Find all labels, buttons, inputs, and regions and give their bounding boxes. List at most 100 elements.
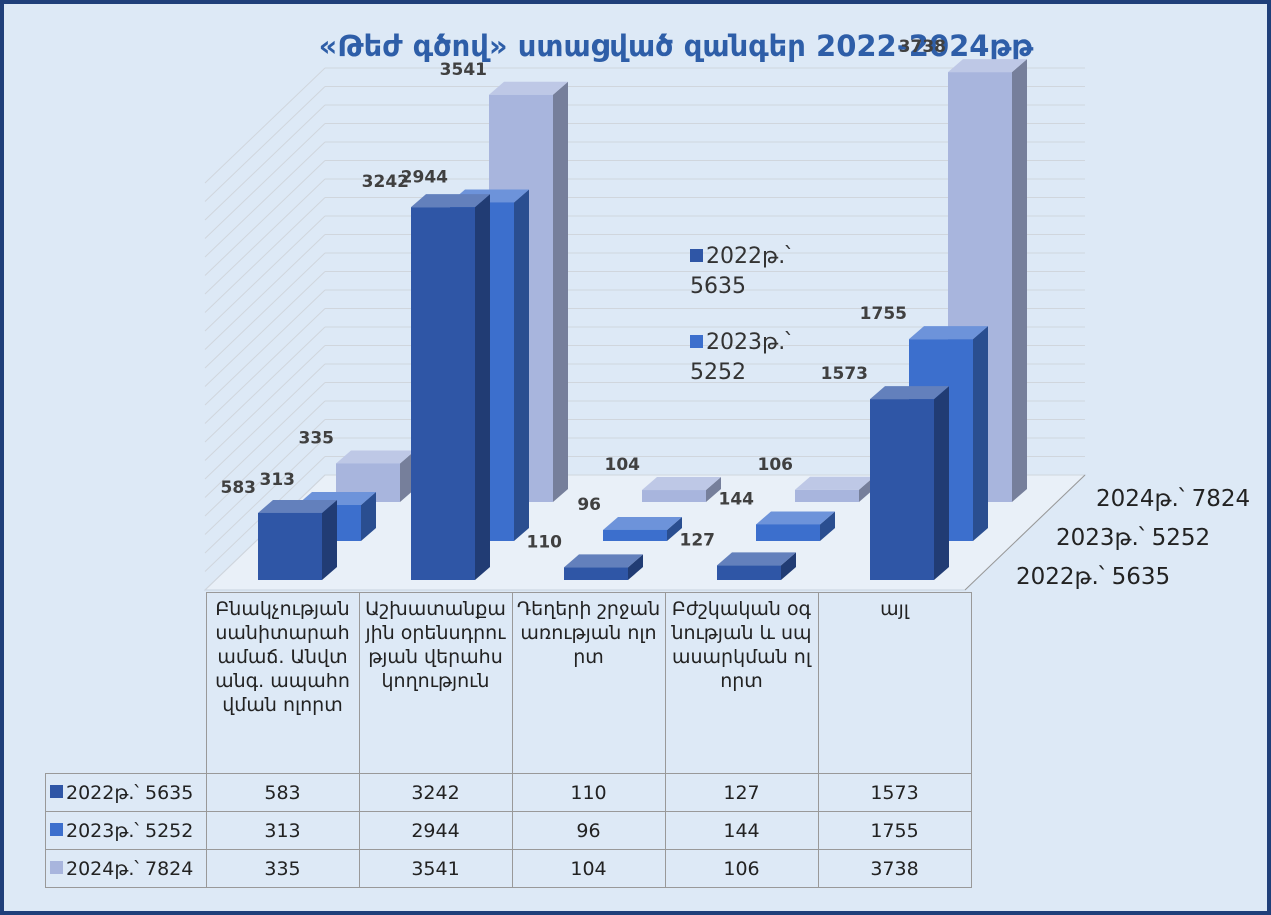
wall-line bbox=[204, 67, 326, 184]
bar bbox=[717, 565, 781, 580]
wall-line bbox=[204, 308, 326, 424]
bar bbox=[258, 512, 322, 580]
data-label: 3738 bbox=[899, 37, 946, 57]
bar-top bbox=[336, 450, 415, 464]
bar-top bbox=[717, 552, 796, 566]
table-value: 3242 bbox=[358, 773, 513, 812]
table-value: 335 bbox=[205, 849, 360, 888]
data-label: 3541 bbox=[440, 60, 487, 80]
wall-line bbox=[204, 271, 326, 387]
bar bbox=[756, 524, 820, 541]
table-series-name: 2023թ.՝ 5252 bbox=[45, 811, 207, 850]
table-value: 104 bbox=[511, 849, 666, 888]
table-value: 2944 bbox=[358, 811, 513, 850]
bar-top bbox=[948, 59, 1027, 73]
table-corner bbox=[45, 592, 207, 774]
table-value: 127 bbox=[664, 773, 819, 812]
bar-side bbox=[628, 554, 643, 580]
chart-title: «Թեժ գծով» ստացված զանգեր 2022-2024թթ bbox=[319, 29, 1034, 63]
wall-line bbox=[204, 382, 326, 498]
bar-side bbox=[322, 499, 337, 580]
table-value: 313 bbox=[205, 811, 360, 850]
bar-top bbox=[489, 81, 568, 95]
data-label: 96 bbox=[577, 495, 601, 515]
table-value: 110 bbox=[511, 773, 666, 812]
bar-top bbox=[642, 477, 721, 491]
bar-top bbox=[909, 326, 988, 340]
data-label: 3242 bbox=[362, 172, 409, 192]
data-label: 335 bbox=[299, 428, 335, 448]
bar-side bbox=[361, 492, 376, 541]
bar-top bbox=[870, 386, 949, 400]
category-label: Դեղերի շրջանառության ոլորտ bbox=[511, 592, 666, 774]
bar-top bbox=[795, 476, 874, 490]
bar-side bbox=[553, 81, 568, 502]
data-label: 110 bbox=[527, 532, 563, 552]
category-label: Աշխատանքային օրենսդրության վերահսկողությ… bbox=[358, 592, 513, 774]
table-row: 2022թ.՝ 5635 583 3242 110 127 1573 bbox=[45, 773, 972, 812]
wall-line bbox=[204, 178, 326, 295]
bar bbox=[603, 529, 667, 541]
bar-side bbox=[706, 477, 721, 502]
table-value: 3541 bbox=[358, 849, 513, 888]
wall-line bbox=[204, 419, 326, 535]
legend-label: 2022թ.՝ 5635 bbox=[690, 244, 791, 299]
bar-side bbox=[514, 189, 529, 541]
table-value: 3738 bbox=[817, 849, 972, 888]
table-value: 106 bbox=[664, 849, 819, 888]
wall-line bbox=[204, 141, 326, 258]
table-row: 2024թ.՝ 7824 335 3541 104 106 3738 bbox=[45, 849, 972, 888]
wall-line bbox=[204, 400, 326, 517]
data-label: 313 bbox=[260, 470, 296, 490]
wall-line bbox=[204, 234, 326, 350]
wall-line bbox=[204, 363, 326, 480]
legend-item: 2022թ.՝ 5635 bbox=[690, 242, 800, 302]
wall-line bbox=[204, 215, 326, 332]
depth-label: 2023թ.՝ 5252 bbox=[1056, 525, 1210, 551]
wall-line bbox=[204, 252, 326, 369]
wall-line bbox=[204, 326, 326, 443]
bar bbox=[564, 567, 628, 580]
data-table: Բնակչության սանիտարահամաճ. Անվտանգ. ապահ… bbox=[45, 592, 972, 888]
bar-side bbox=[781, 552, 796, 580]
series-name: 2022թ.՝ 5635 bbox=[66, 781, 194, 804]
bar bbox=[411, 207, 475, 581]
data-label: 106 bbox=[758, 455, 794, 475]
data-label: 144 bbox=[719, 489, 755, 509]
wall-line bbox=[204, 289, 326, 406]
wall-line bbox=[204, 123, 326, 239]
table-value: 96 bbox=[511, 811, 666, 850]
depth-label: 2024թ.՝ 7824 bbox=[1096, 486, 1250, 512]
bar-top bbox=[258, 499, 337, 513]
table-header-row: Բնակչության սանիտարահամաճ. Անվտանգ. ապահ… bbox=[45, 592, 972, 774]
wall-line bbox=[204, 104, 326, 221]
data-label: 127 bbox=[680, 530, 716, 550]
table-swatch bbox=[50, 784, 63, 798]
chart: «Թեժ գծով» ստացված զանգեր 2022-2024թթ 33… bbox=[203, 29, 1250, 591]
bar-top bbox=[603, 516, 682, 530]
bar-side bbox=[973, 326, 988, 541]
table-value: 1573 bbox=[817, 773, 972, 812]
bar-side bbox=[1012, 59, 1027, 502]
table-value: 583 bbox=[205, 773, 360, 812]
data-label: 2944 bbox=[401, 167, 448, 187]
legend-label: 2023թ.՝ 5252 bbox=[690, 330, 791, 385]
category-label: Բժշկական օգնության և սպասարկման ոլորտ bbox=[664, 592, 819, 774]
bar-side bbox=[475, 194, 490, 581]
wall-line bbox=[204, 197, 326, 313]
data-label: 1755 bbox=[860, 304, 907, 324]
bar bbox=[870, 399, 934, 580]
category-label: Բնակչության սանիտարահամաճ. Անվտանգ. ապահ… bbox=[205, 592, 360, 774]
series-name: 2024թ.՝ 7824 bbox=[66, 857, 194, 880]
bar-top bbox=[411, 194, 490, 208]
data-label: 583 bbox=[221, 478, 257, 498]
bar bbox=[795, 489, 859, 502]
table-series-name: 2024թ.՝ 7824 bbox=[45, 849, 207, 888]
data-label: 104 bbox=[605, 455, 641, 475]
table-value: 1755 bbox=[817, 811, 972, 850]
bar-top bbox=[564, 554, 643, 568]
table-row: 2023թ.՝ 5252 313 2944 96 144 1755 bbox=[45, 811, 972, 850]
bar-side bbox=[667, 516, 682, 541]
bar-side bbox=[934, 386, 949, 580]
